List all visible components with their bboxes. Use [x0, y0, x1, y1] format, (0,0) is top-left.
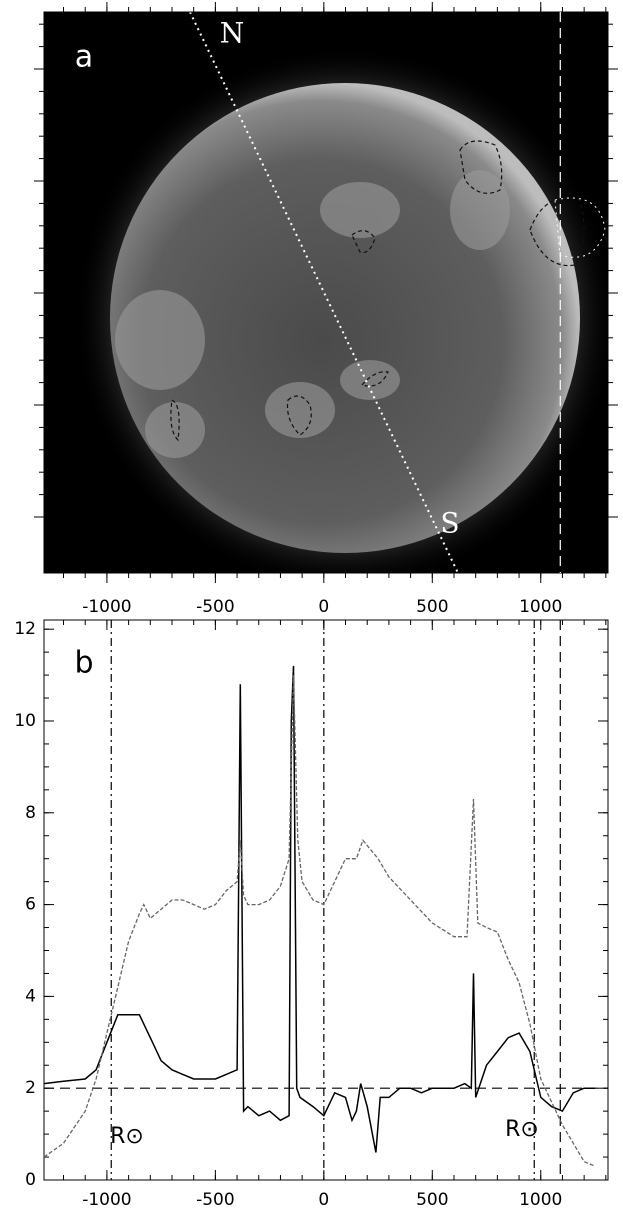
y-tick-label: 2 — [25, 1078, 36, 1098]
x-tick-label: 0 — [318, 597, 329, 617]
x-tick-label: 1000 — [519, 597, 562, 617]
y-tick-label: 12 — [14, 619, 36, 639]
panel-b-frame — [43, 619, 609, 1181]
panel-label: a — [75, 40, 93, 75]
y-tick-label: 0 — [25, 1170, 36, 1190]
x-tick-label: -1000 — [82, 597, 131, 617]
y-tick-label: 8 — [25, 803, 36, 823]
x-tick-label: 500 — [416, 1190, 448, 1210]
x-tick-label: -1000 — [82, 1190, 131, 1210]
limb-label: R⊙ — [110, 1124, 144, 1149]
x-tick-label: 500 — [416, 597, 448, 617]
profile-line — [43, 665, 595, 1153]
x-tick-label: -500 — [196, 597, 235, 617]
x-tick-label: 1000 — [519, 1190, 562, 1210]
panel-label: b — [74, 646, 93, 681]
profile-line — [43, 675, 596, 1167]
south-label: S — [440, 507, 459, 540]
active-regions — [115, 170, 510, 458]
contours — [170, 140, 585, 442]
y-tick-label: 4 — [25, 986, 36, 1006]
x-tick-label: 0 — [318, 1190, 329, 1210]
north-label: N — [220, 17, 245, 50]
x-tick-label: -500 — [196, 1190, 235, 1210]
limb-label: R⊙ — [505, 1117, 539, 1142]
contours-white — [554, 197, 606, 258]
north-south-line — [189, 12, 459, 573]
y-tick-label: 6 — [25, 895, 36, 915]
y-tick-label: 10 — [14, 711, 36, 731]
solar-image: N S a — [44, 12, 608, 573]
